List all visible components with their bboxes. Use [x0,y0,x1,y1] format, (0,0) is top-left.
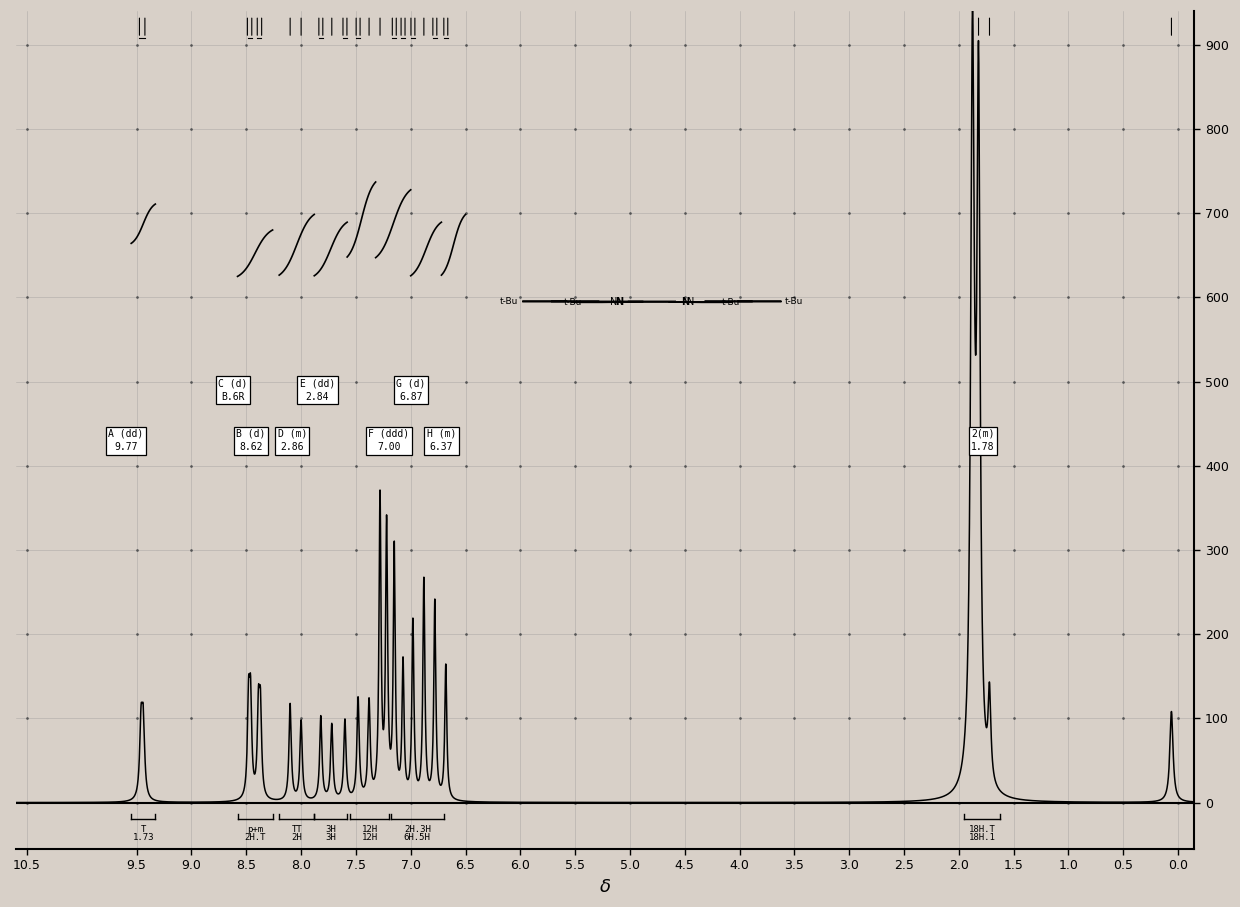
Text: G (d)
6.87: G (d) 6.87 [396,378,425,402]
Text: T: T [140,825,146,834]
Text: TT: TT [291,825,303,834]
Text: 2H: 2H [291,833,303,842]
Text: F (ddd)
7.00: F (ddd) 7.00 [368,429,409,452]
Text: 2(m)
1.78: 2(m) 1.78 [971,429,994,452]
Text: H (m)
6.37: H (m) 6.37 [427,429,456,452]
X-axis label: δ: δ [600,878,611,896]
Text: t-Bu: t-Bu [564,297,582,307]
Text: t-Bu: t-Bu [785,297,804,306]
Text: 6H.5H: 6H.5H [404,833,430,842]
Text: A (dd)
9.77: A (dd) 9.77 [108,429,144,452]
Text: C (d)
B.6R: C (d) B.6R [218,378,248,402]
Text: p+m: p+m [247,825,263,834]
Text: 2H.T: 2H.T [244,833,265,842]
Text: 2H.3H: 2H.3H [404,825,430,834]
Text: 12H: 12H [362,825,378,834]
Text: 3H: 3H [325,825,336,834]
Text: 3H: 3H [325,833,336,842]
Text: D (m)
2.86: D (m) 2.86 [278,429,308,452]
Text: N: N [687,297,694,307]
Text: N: N [615,297,622,307]
Text: t-Bu: t-Bu [500,297,518,306]
Text: t-Bu: t-Bu [722,297,740,307]
Text: E (dd)
2.84: E (dd) 2.84 [300,378,335,402]
Text: 1.73: 1.73 [133,833,154,842]
Text: N: N [610,297,618,307]
Text: N: N [681,297,689,307]
Text: B (d)
8.62: B (d) 8.62 [236,429,265,452]
Text: 18H.1: 18H.1 [968,833,996,842]
Text: 12H: 12H [362,833,378,842]
Text: 18H.T: 18H.T [968,825,996,834]
